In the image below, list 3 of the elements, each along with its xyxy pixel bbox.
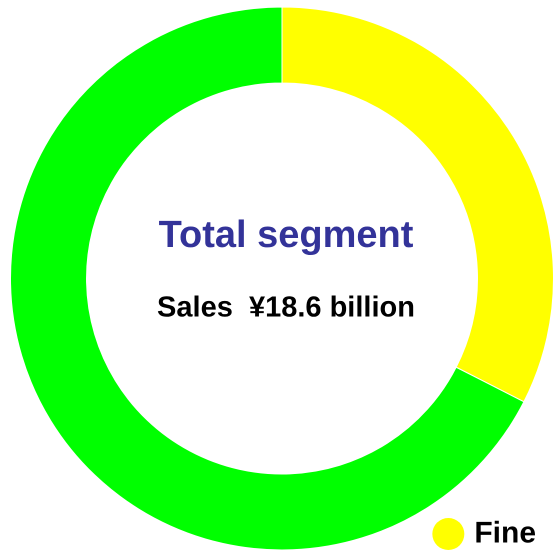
legend-label: Fine [474, 516, 536, 550]
text: Total segment [158, 214, 414, 256]
text: Sales ¥18.6 billion [157, 292, 415, 324]
